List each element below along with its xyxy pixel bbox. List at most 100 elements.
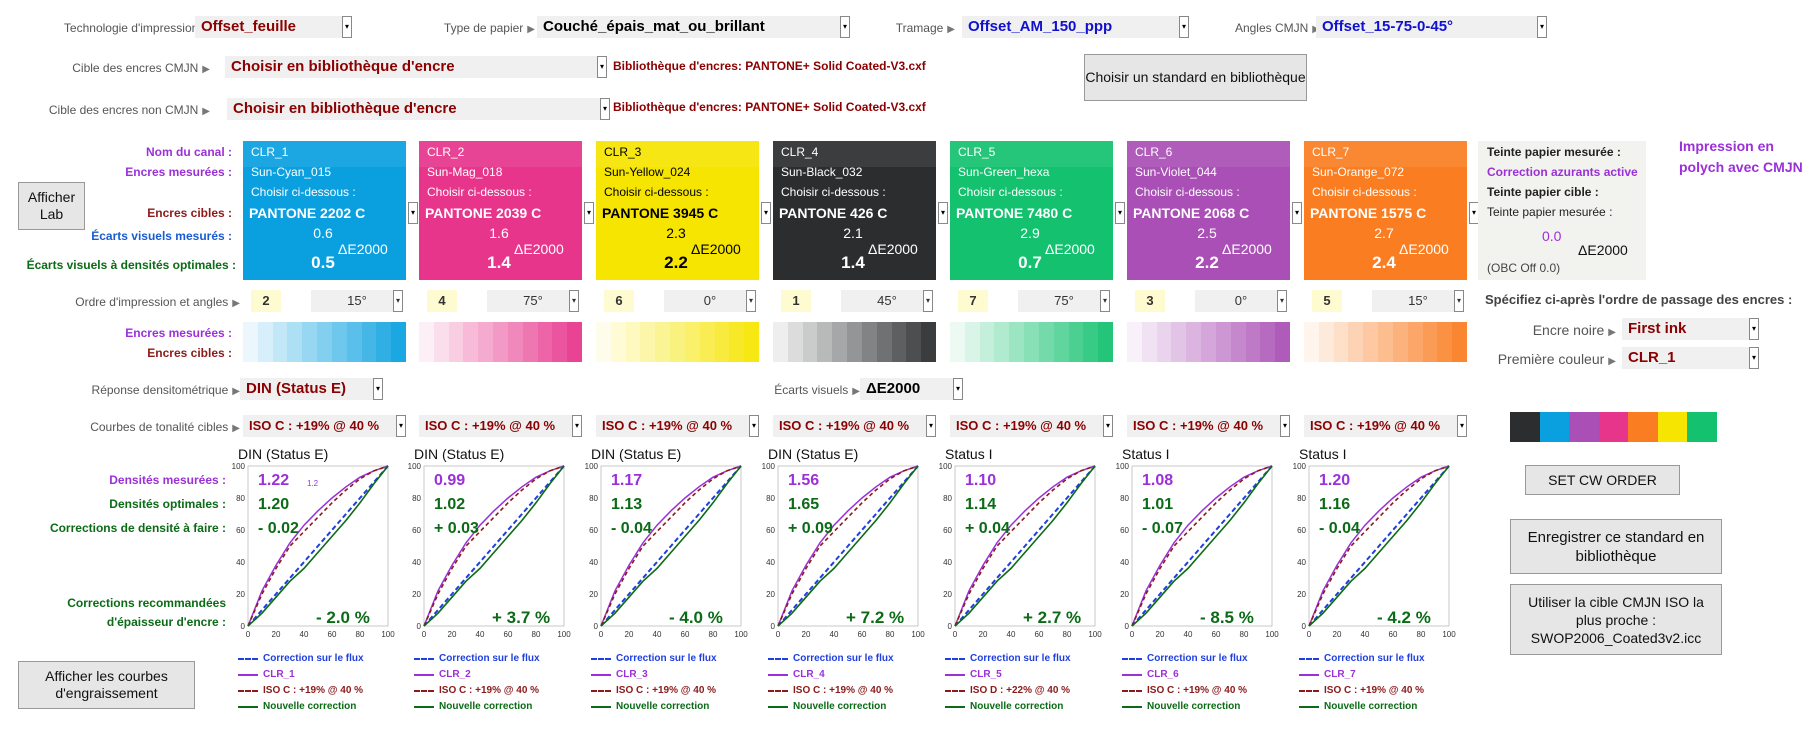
angle-select[interactable]: 0° ▾	[664, 290, 756, 312]
tone-curve-select[interactable]: ISO C : +19% @ 40 % ▾	[950, 415, 1113, 437]
angles-select[interactable]: Offset_15-75-0-45° ▾	[1316, 16, 1547, 38]
chevron-down-icon[interactable]: ▾	[749, 415, 759, 437]
tone-curve-select[interactable]: ISO C : +19% @ 40 % ▾	[596, 415, 759, 437]
x-tick-label: 0	[776, 630, 781, 639]
afficher-courbes-button[interactable]: Afficher les courbes d'engraissement	[18, 661, 195, 709]
target-ink-select[interactable]: PANTONE 2202 C ▾	[243, 202, 418, 224]
chevron-down-icon[interactable]: ▾	[600, 98, 610, 120]
choose-standard-button[interactable]: Choisir un standard en bibliothèque	[1084, 54, 1307, 101]
delta-optimal: 1.4	[841, 253, 865, 272]
set-cw-order-button[interactable]: SET CW ORDER	[1525, 465, 1680, 495]
chevron-down-icon[interactable]: ▾	[1537, 16, 1547, 38]
gradient-step	[507, 322, 523, 362]
swatch-strip	[1510, 412, 1718, 442]
cible-cmjn-select[interactable]: Choisir en bibliothèque d'encre ▾	[225, 56, 607, 78]
choose-below: Choisir ci-dessous :	[1135, 185, 1240, 199]
reponse-select[interactable]: DIN (Status E) ▾	[240, 378, 383, 400]
gradient-step	[257, 322, 273, 362]
chevron-down-icon[interactable]: ▾	[953, 378, 963, 400]
chevron-down-icon[interactable]: ▾	[1749, 347, 1759, 369]
chevron-down-icon[interactable]: ▾	[746, 290, 756, 312]
chevron-down-icon[interactable]: ▾	[393, 290, 403, 312]
order-number[interactable]: 7	[958, 290, 988, 312]
chevron-down-icon[interactable]: ▾	[1454, 290, 1464, 312]
enregistrer-button[interactable]: Enregistrer ce standard en bibliothèque	[1510, 519, 1722, 574]
order-number[interactable]: 5	[1312, 290, 1342, 312]
chevron-down-icon[interactable]: ▾	[572, 415, 582, 437]
target-ink-select[interactable]: PANTONE 1575 C ▾	[1304, 202, 1479, 224]
gradient-step	[1141, 322, 1157, 362]
angle-select[interactable]: 45° ▾	[841, 290, 933, 312]
tone-curve-select[interactable]: ISO C : +19% @ 40 % ▾	[773, 415, 936, 437]
order-number[interactable]: 4	[427, 290, 457, 312]
tone-gradient-strip	[419, 322, 582, 362]
chevron-down-icon[interactable]: ▾	[761, 202, 771, 224]
target-ink-select[interactable]: PANTONE 2039 C ▾	[419, 202, 594, 224]
chevron-down-icon[interactable]: ▾	[342, 16, 352, 38]
x-tick-label: 0	[1307, 630, 1312, 639]
chevron-down-icon[interactable]: ▾	[923, 290, 933, 312]
chevron-down-icon[interactable]: ▾	[840, 16, 850, 38]
chevron-down-icon[interactable]: ▾	[569, 290, 579, 312]
angle-select[interactable]: 15° ▾	[311, 290, 403, 312]
gradient-step	[522, 322, 538, 362]
gradient-step	[1053, 322, 1069, 362]
tone-curve-select[interactable]: ISO C : +19% @ 40 % ▾	[1304, 415, 1467, 437]
gradient-step	[921, 322, 936, 362]
papier-select[interactable]: Couché_épais_mat_ou_brillant ▾	[537, 16, 850, 38]
order-number[interactable]: 2	[251, 290, 281, 312]
chevron-down-icon[interactable]: ▾	[396, 415, 406, 437]
ecarts-visuels-select[interactable]: ΔE2000 ▾	[860, 378, 963, 400]
angle-select[interactable]: 0° ▾	[1195, 290, 1287, 312]
order-row: 7 75° ▾	[950, 290, 1113, 312]
chevron-down-icon[interactable]: ▾	[373, 378, 383, 400]
premiere-couleur-select[interactable]: CLR_1 ▾	[1622, 347, 1759, 369]
density-measured: 1.10	[965, 472, 997, 489]
angle-select[interactable]: 75° ▾	[487, 290, 579, 312]
chevron-down-icon[interactable]: ▾	[408, 202, 418, 224]
chevron-down-icon[interactable]: ▾	[1179, 16, 1189, 38]
target-ink-select[interactable]: PANTONE 3945 C ▾	[596, 202, 771, 224]
chevron-down-icon[interactable]: ▾	[1103, 415, 1113, 437]
angle-select[interactable]: 75° ▾	[1018, 290, 1110, 312]
chevron-down-icon[interactable]: ▾	[1115, 202, 1125, 224]
chart-plot: 00 20 20 40 40 60 60 80 80 100 100	[232, 462, 396, 639]
chevron-down-icon[interactable]: ▾	[1457, 415, 1467, 437]
density-optimal: 1.02	[434, 496, 466, 513]
chevron-down-icon[interactable]: ▾	[1292, 202, 1302, 224]
encre-noire-select[interactable]: First ink ▾	[1622, 318, 1759, 340]
chevron-down-icon[interactable]: ▾	[1100, 290, 1110, 312]
legend-flux: Correction sur le flux	[591, 651, 717, 667]
order-number[interactable]: 6	[604, 290, 634, 312]
cible-non-cmjn-select[interactable]: Choisir en bibliothèque d'encre ▾	[227, 98, 610, 120]
order-number[interactable]: 1	[781, 290, 811, 312]
chevron-down-icon[interactable]: ▾	[938, 202, 948, 224]
chevron-down-icon[interactable]: ▾	[1749, 318, 1759, 340]
tone-curve-select[interactable]: ISO C : +19% @ 40 % ▾	[419, 415, 582, 437]
order-number[interactable]: 3	[1135, 290, 1165, 312]
chevron-down-icon[interactable]: ▾	[597, 56, 607, 78]
utiliser-cible-button[interactable]: Utiliser la cible CMJN ISO la plus proch…	[1510, 584, 1722, 655]
tramage-select[interactable]: Offset_AM_150_ppp ▾	[962, 16, 1189, 38]
target-ink-select[interactable]: PANTONE 7480 C ▾	[950, 202, 1125, 224]
delta-optimal: 2.2	[1195, 253, 1219, 272]
chevron-down-icon[interactable]: ▾	[584, 202, 594, 224]
x-tick-label: 60	[681, 630, 690, 639]
target-ink-select[interactable]: PANTONE 426 C ▾	[773, 202, 948, 224]
chevron-down-icon[interactable]: ▾	[1280, 415, 1290, 437]
premiere-couleur-label: Première couleur ▶	[1497, 351, 1616, 367]
target-ink-select[interactable]: PANTONE 2068 C ▾	[1127, 202, 1302, 224]
afficher-lab-button[interactable]: Afficher Lab	[18, 182, 85, 230]
plot-frame	[1308, 465, 1450, 627]
legend-clr: CLR_4	[768, 667, 894, 683]
gradient-step	[433, 322, 449, 362]
chevron-down-icon[interactable]: ▾	[1277, 290, 1287, 312]
x-tick-label: 80	[709, 630, 718, 639]
tone-curve-select[interactable]: ISO C : +19% @ 40 % ▾	[1127, 415, 1290, 437]
angle-select[interactable]: 15° ▾	[1372, 290, 1464, 312]
tone-curve-select[interactable]: ISO C : +19% @ 40 % ▾	[243, 415, 406, 437]
technologie-select[interactable]: Offset_feuille ▾	[195, 16, 352, 38]
x-tick-label: 40	[653, 630, 662, 639]
chart-title: Status I	[1299, 446, 1347, 462]
chevron-down-icon[interactable]: ▾	[926, 415, 936, 437]
